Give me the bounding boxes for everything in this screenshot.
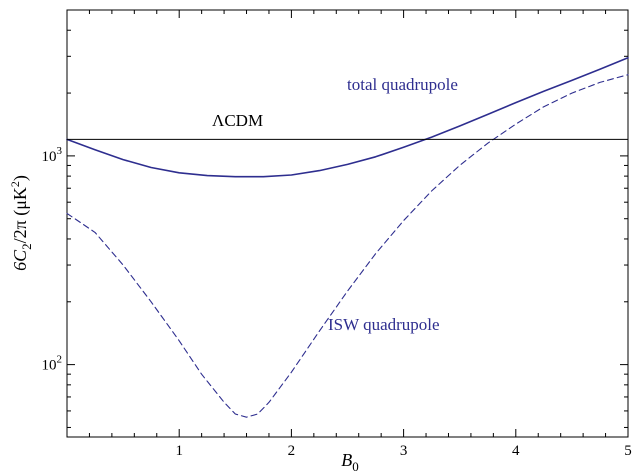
series-group <box>66 56 629 418</box>
y-tick-base: 10 <box>42 358 57 374</box>
y-tick-label: 103 <box>42 145 63 165</box>
x-tick-label: 4 <box>512 443 520 459</box>
y-tick-base: 10 <box>42 149 57 165</box>
y-tick-label: 102 <box>42 354 63 374</box>
x-tick-label: 3 <box>400 443 408 459</box>
x-axis-label: B0 <box>341 450 359 474</box>
annotation-isw-quadrupole: ISW quadrupole <box>328 315 440 334</box>
x-tick-label: 2 <box>288 443 296 459</box>
y-axis-label: 6C2/2π (μK2) <box>8 175 34 271</box>
y-tick-exponent: 3 <box>57 145 63 157</box>
series-total-quadrupole-line <box>66 56 629 178</box>
annotation-lcdm: ΛCDM <box>212 111 263 130</box>
plot-frame <box>66 9 629 438</box>
series-isw-quadrupole-line <box>66 74 629 418</box>
annotation-total-quadrupole: total quadrupole <box>347 75 458 94</box>
x-tick-label: 1 <box>175 443 183 459</box>
x-tick-label: 5 <box>624 443 632 459</box>
y-tick-exponent: 2 <box>57 354 63 366</box>
